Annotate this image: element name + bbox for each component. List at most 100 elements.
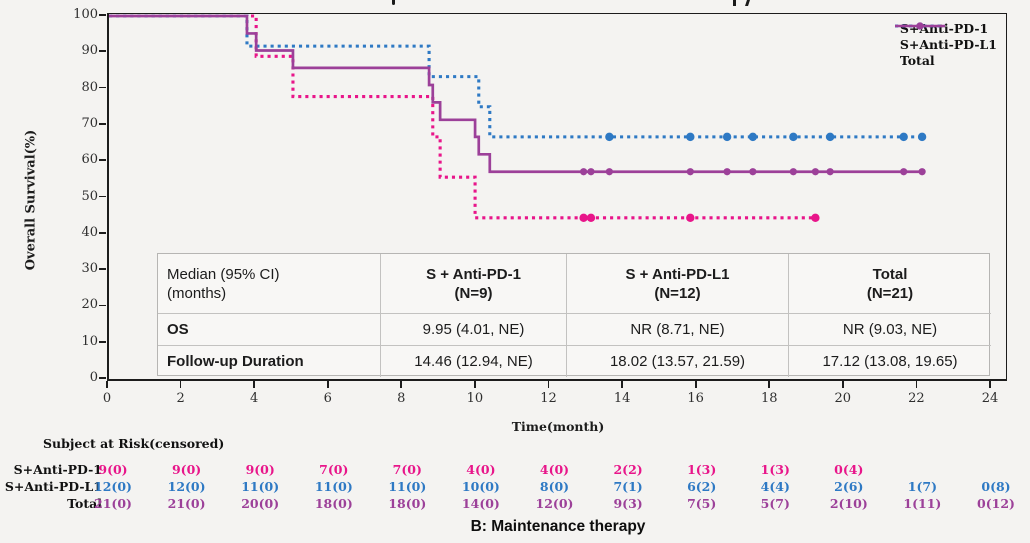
x-tick-label: 16 [687, 391, 704, 406]
censor-marker [789, 132, 798, 142]
median-table-corner-line: Median (95% CI) [167, 265, 280, 283]
risk-count: 6(2) [687, 479, 717, 494]
x-tick-mark [106, 381, 108, 388]
legend-item: S+Anti-PD-L1 [894, 22, 997, 52]
x-tick-mark [547, 381, 550, 388]
x-tick-mark [621, 381, 623, 388]
y-tick-label: 10 [81, 333, 98, 349]
median-table-value-text: 18.02 (13.57, 21.59) [609, 352, 746, 370]
risk-count: 11(0) [314, 479, 353, 494]
median-table-value: 14.46 (12.94, NE) [381, 345, 567, 377]
legend-label: Total [899, 52, 935, 68]
plot-area: S+Anti-PD-1 S+Anti-PD-L1 Total Median (95%… [107, 13, 1007, 381]
x-tick-label: 22 [908, 391, 925, 406]
censor-marker [580, 168, 588, 176]
risk-count: 7(0) [319, 462, 349, 477]
y-tick-label: 90 [81, 43, 98, 59]
risk-table-title: Subject at Risk(censored) [43, 436, 225, 451]
risk-count: 7(1) [613, 479, 643, 494]
median-table-col-header: S + Anti-PD-L1 (N=12) [567, 254, 789, 314]
risk-count: 9(0) [98, 462, 128, 477]
risk-count: 9(0) [245, 462, 275, 477]
risk-count: 11(0) [241, 479, 280, 494]
median-table-corner-line: (months) [167, 284, 227, 302]
censor-marker [587, 168, 595, 176]
risk-count: 2(6) [834, 479, 864, 494]
median-table-col-title: S + Anti-PD-1 [426, 265, 521, 283]
median-table-row-label-text: Follow-up Duration [167, 352, 304, 370]
x-tick-mark [841, 381, 844, 388]
censor-marker [826, 168, 834, 176]
survival-curve-S+Anti-PD-1 [109, 14, 816, 220]
censor-marker [918, 168, 926, 176]
median-table-value: NR (9.03, NE) [789, 314, 991, 346]
median-table-value-text: NR (8.71, NE) [630, 320, 725, 338]
y-tick-mark [99, 86, 106, 89]
median-table-value: 18.02 (13.57, 21.59) [567, 345, 789, 377]
x-tick-label: 18 [761, 391, 778, 406]
median-table-row-label-text: OS [167, 320, 189, 338]
panel-caption: B: Maintenance therapy [470, 518, 646, 535]
risk-count: 9(0) [171, 462, 202, 477]
survival-curve-S+Anti-PD-L1 [109, 14, 923, 139]
x-tick-label: 10 [466, 391, 484, 406]
censor-marker [586, 213, 596, 223]
censor-marker [811, 168, 820, 176]
x-tick-label: 8 [397, 391, 406, 406]
y-tick-label: 100 [73, 7, 98, 22]
y-tick-mark [99, 268, 106, 270]
x-tick-label: 6 [323, 391, 332, 406]
censor-marker [723, 168, 731, 176]
x-tick-label: 14 [613, 391, 631, 406]
risk-count: 7(5) [687, 496, 717, 511]
median-table-col-n: (N=9) [454, 284, 493, 302]
risk-count: 18(0) [314, 496, 353, 511]
risk-count: 18(0) [388, 496, 427, 511]
y-tick-label: 50 [81, 188, 98, 204]
censor-marker [605, 132, 614, 142]
y-tick-mark [99, 123, 106, 125]
y-tick-mark [99, 304, 106, 307]
median-table-row-label: Follow-up Duration [158, 345, 381, 377]
risk-row-label: S+Anti-PD-L1 [4, 479, 102, 494]
x-tick-label: 0 [102, 391, 112, 406]
risk-count: 4(0) [466, 462, 496, 477]
y-tick-mark [99, 377, 106, 379]
risk-count: 1(3) [687, 462, 717, 477]
y-tick-mark [99, 50, 106, 53]
median-table: Median (95% CI) (months) S + Anti-PD-1 (N=9… [157, 253, 991, 377]
censor-marker [748, 132, 758, 142]
y-tick-mark [99, 14, 106, 16]
median-table-value: 9.95 (4.01, NE) [381, 314, 567, 346]
censor-marker [811, 213, 820, 223]
risk-count: 14(0) [461, 496, 500, 511]
x-tick-mark [179, 381, 182, 388]
x-tick-label: 12 [540, 391, 557, 406]
risk-count: 2(2) [613, 462, 643, 477]
median-table-col-title: S + Anti-PD-L1 [625, 265, 730, 283]
y-tick-label: 20 [81, 297, 98, 313]
median-table-col-header: Total (N=21) [789, 254, 991, 314]
risk-count: 10(0) [461, 479, 500, 494]
y-tick-label: 60 [81, 152, 98, 168]
censor-marker [579, 213, 588, 223]
y-tick-label: 0 [89, 370, 98, 385]
risk-row-label: S+Anti-PD-1 [13, 462, 102, 477]
median-table-col-header: S + Anti-PD-1 (N=9) [381, 254, 567, 314]
x-tick-label: 20 [834, 391, 852, 406]
median-table-row-label: OS [158, 314, 381, 346]
risk-count: 4(4) [760, 479, 790, 494]
cropped-title-fragment [745, 0, 750, 6]
x-tick-mark [400, 381, 403, 388]
x-tick-mark [694, 381, 697, 388]
cropped-title-fragment [392, 0, 395, 5]
x-tick-mark [989, 381, 991, 388]
median-table-col-n: (N=12) [654, 284, 701, 302]
risk-count: 7(0) [392, 462, 422, 477]
y-tick-mark [99, 159, 106, 162]
x-tick-mark [474, 381, 476, 388]
y-tick-label: 70 [81, 115, 98, 131]
y-tick-mark [99, 340, 106, 343]
survival-curve-Total [109, 14, 923, 174]
